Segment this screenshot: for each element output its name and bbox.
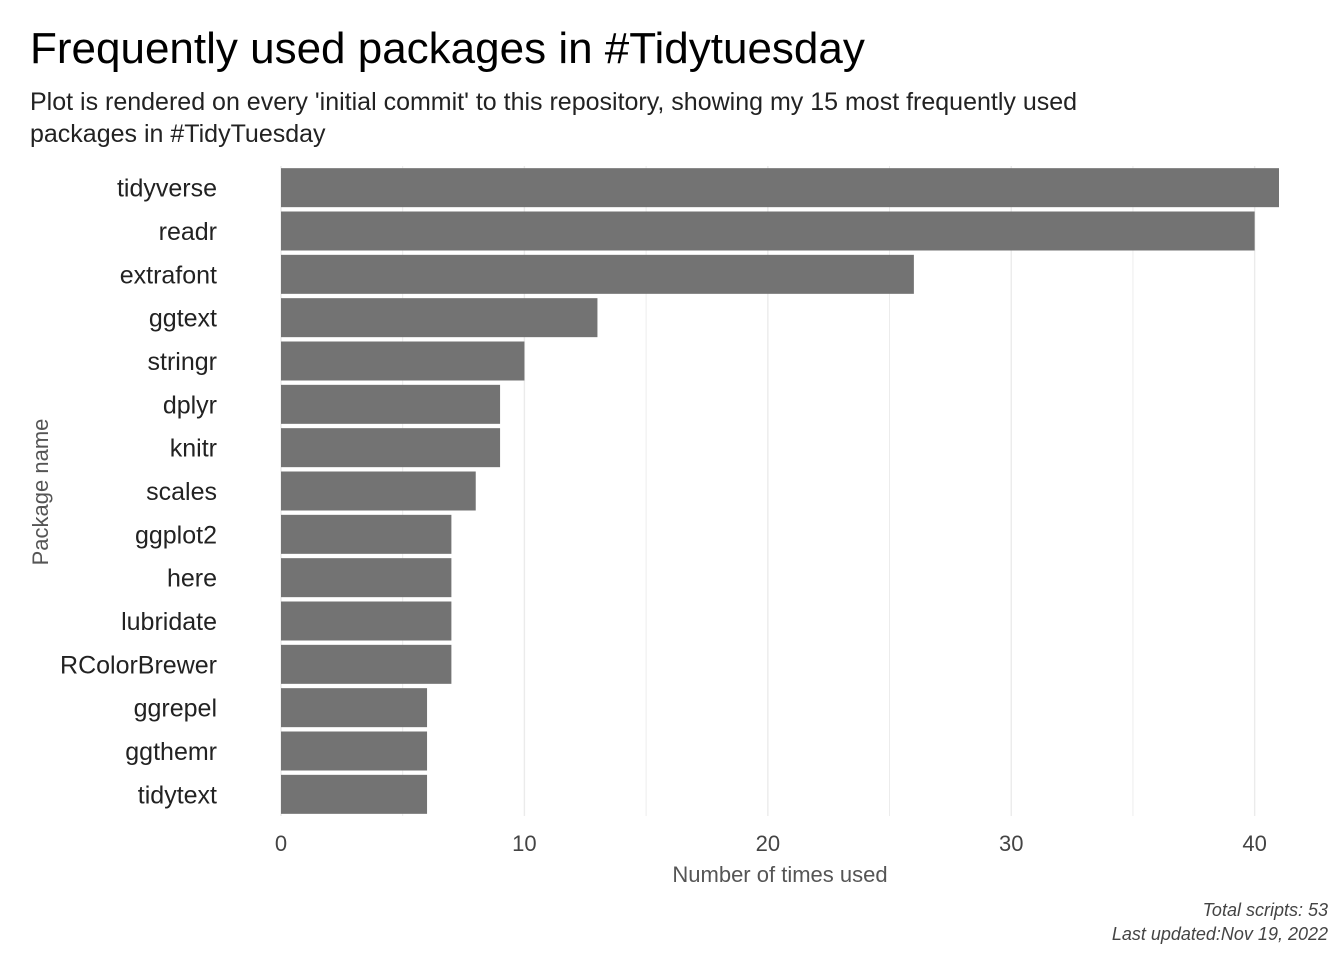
- caption: Total scripts: 53 Last updated:Nov 19, 2…: [1112, 898, 1328, 946]
- category-label: ggplot2: [135, 521, 217, 549]
- bar-knitr: [281, 428, 501, 468]
- bar-here: [281, 558, 452, 598]
- y-axis-title: Package name: [28, 419, 53, 566]
- category-label: here: [167, 565, 217, 593]
- bar-dplyr: [281, 384, 501, 424]
- category-label: dplyr: [163, 391, 217, 419]
- category-label: knitr: [170, 435, 217, 463]
- category-label: tidyverse: [117, 175, 217, 203]
- category-label: ggthemr: [125, 738, 217, 766]
- category-label: RColorBrewer: [60, 651, 217, 679]
- category-label: ggrepel: [134, 695, 217, 723]
- x-axis-title: Number of times used: [672, 862, 887, 887]
- chart-title: Frequently used packages in #Tidytuesday: [30, 24, 865, 73]
- bar-scales: [281, 471, 476, 511]
- x-tick-label: 10: [512, 831, 536, 856]
- bar-extrafont: [281, 254, 914, 294]
- category-label: tidytext: [138, 781, 217, 809]
- x-tick-label: 40: [1242, 831, 1266, 856]
- chart-subtitle: Plot is rendered on every 'initial commi…: [30, 88, 1078, 148]
- caption-last-updated: Last updated:Nov 19, 2022: [1111, 924, 1328, 944]
- category-labels: tidyverse readr extrafont ggtext stringr dply…: [60, 175, 217, 810]
- bar-stringr: [281, 341, 525, 381]
- bar-RColorBrewer: [281, 644, 452, 684]
- x-tick-label: 20: [756, 831, 780, 856]
- bar-tidyverse: [281, 168, 1279, 208]
- category-label: scales: [146, 478, 217, 506]
- bars: [281, 168, 1279, 814]
- bar-ggplot2: [281, 514, 452, 554]
- bar-ggthemr: [281, 731, 428, 771]
- category-label: ggtext: [149, 305, 217, 333]
- category-label: lubridate: [121, 608, 217, 636]
- caption-total-scripts: Total scripts: 53: [1202, 900, 1328, 920]
- bar-tidytext: [281, 774, 428, 814]
- x-tick-label: 30: [999, 831, 1023, 856]
- bar-ggrepel: [281, 688, 428, 728]
- x-tick-labels: 0 10 20 30 40: [275, 831, 1267, 856]
- x-tick-label: 0: [275, 831, 287, 856]
- category-label: extrafont: [120, 261, 217, 289]
- bar-ggtext: [281, 298, 598, 338]
- bar-readr: [281, 211, 1255, 251]
- bar-lubridate: [281, 601, 452, 641]
- category-label: stringr: [148, 348, 217, 376]
- category-label: readr: [159, 218, 217, 246]
